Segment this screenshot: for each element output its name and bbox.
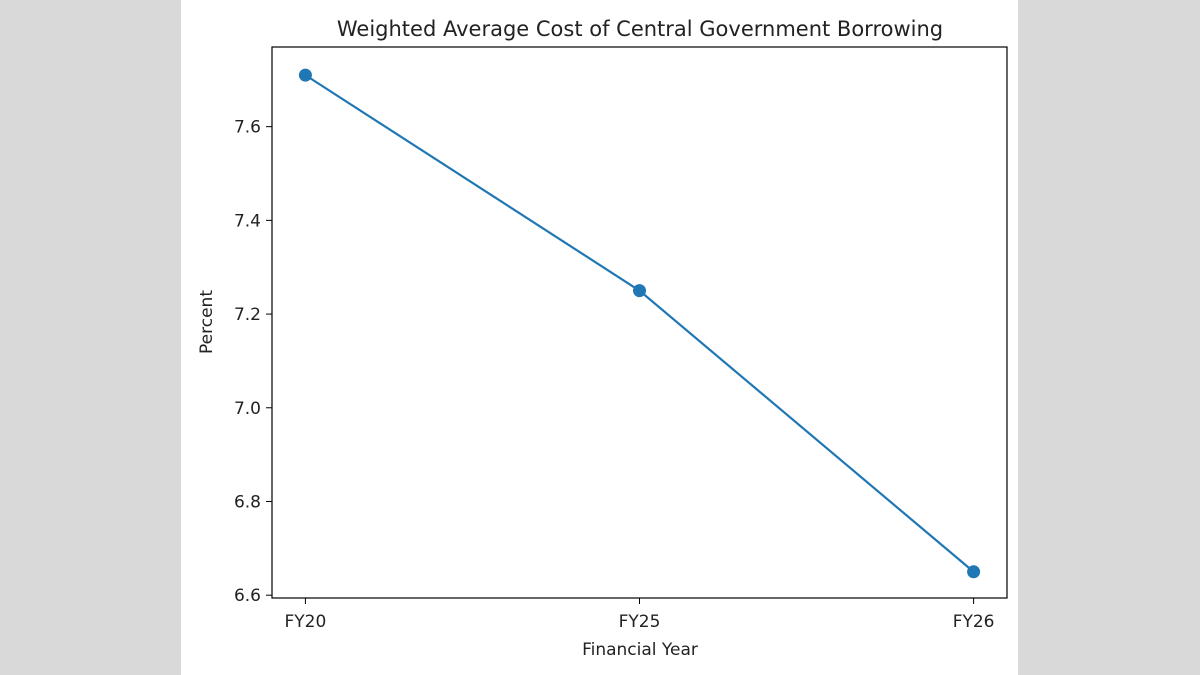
plot-frame bbox=[271, 46, 1008, 599]
y-axis-label: Percent bbox=[197, 290, 217, 354]
data-point bbox=[633, 284, 646, 298]
chart-canvas bbox=[181, 0, 1018, 675]
y-tick-label: 7.4 bbox=[234, 211, 261, 231]
data-point bbox=[298, 68, 312, 82]
data-point bbox=[967, 565, 981, 579]
x-axis-label: Financial Year bbox=[582, 640, 698, 660]
y-tick-label: 7.2 bbox=[234, 305, 261, 325]
y-tick-label: 7.0 bbox=[234, 399, 261, 419]
y-tick-label: 6.8 bbox=[234, 492, 261, 512]
series-line bbox=[304, 74, 975, 573]
x-tick-label: FY26 bbox=[953, 612, 995, 632]
y-tick-label: 6.6 bbox=[234, 586, 261, 606]
y-tick-label: 7.6 bbox=[234, 118, 261, 138]
chart-title: Weighted Average Cost of Central Governm… bbox=[337, 17, 943, 41]
x-tick-label: FY25 bbox=[619, 612, 661, 632]
x-tick-label: FY20 bbox=[285, 612, 327, 632]
